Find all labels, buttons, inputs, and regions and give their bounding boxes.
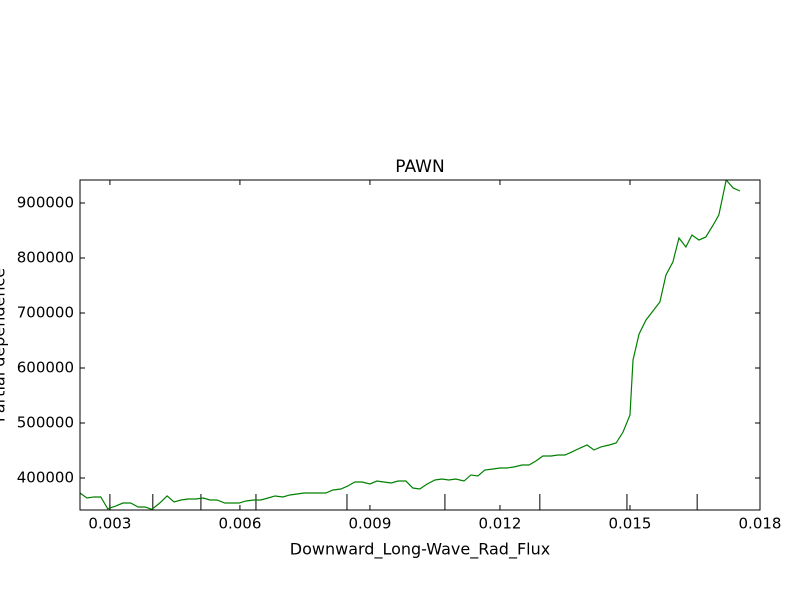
- y-tick-label: 800000: [17, 248, 74, 266]
- y-tick-label: 400000: [17, 468, 74, 486]
- line-group: [80, 180, 741, 510]
- x-tick-label: 0.006: [218, 515, 261, 533]
- plot-frame: [79, 179, 761, 511]
- y-tick-label: 500000: [17, 413, 74, 431]
- x-tick-label: 0.015: [609, 515, 652, 533]
- x-tick-label: 0.012: [478, 515, 521, 533]
- line: [80, 180, 741, 510]
- chart-title: PAWN: [395, 157, 444, 177]
- y-tick-label: 700000: [17, 303, 74, 321]
- y-axis-label: Partial dependence: [0, 268, 9, 422]
- x-axis-label: Downward_Long-Wave_Rad_Flux: [290, 540, 550, 560]
- x-tick-label: 0.009: [348, 515, 391, 533]
- x-tick-label: 0.003: [88, 515, 131, 533]
- y-tick-label: 900000: [17, 193, 74, 211]
- y-tick-label: 600000: [17, 358, 74, 376]
- x-tick-label: 0.018: [739, 515, 782, 533]
